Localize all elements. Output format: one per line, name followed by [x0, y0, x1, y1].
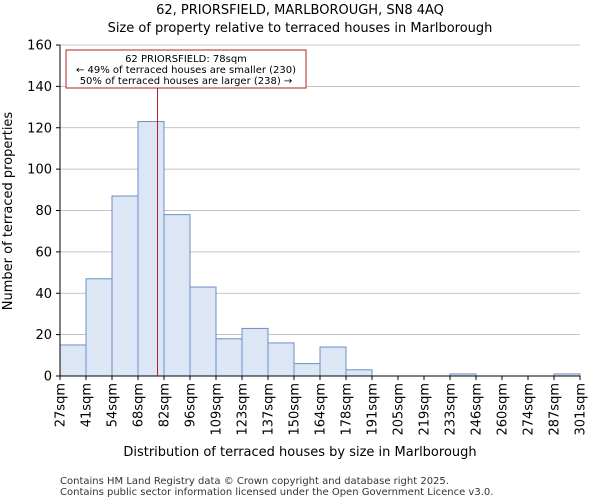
y-tick-label: 80: [35, 204, 52, 219]
x-tick-label: 123sqm: [236, 383, 251, 436]
x-tick-label: 82sqm: [158, 383, 173, 427]
bar: [215, 338, 243, 377]
footer-line-1: Contains HM Land Registry data © Crown c…: [60, 476, 449, 487]
x-tick-label: 109sqm: [210, 383, 225, 436]
annotation-frame: [65, 49, 307, 89]
x-tick-label: 219sqm: [418, 383, 433, 436]
bar: [59, 344, 87, 377]
chart-subtitle: Size of property relative to terraced ho…: [108, 21, 493, 36]
x-tick-label: 233sqm: [444, 383, 459, 436]
x-tick-label: 27sqm: [54, 383, 69, 427]
bar: [241, 327, 269, 377]
footer-line-2: Contains public sector information licen…: [60, 487, 493, 498]
annotation-line-3: 50% of terraced houses are larger (238) …: [80, 76, 293, 87]
bar: [267, 342, 295, 377]
y-tick-label: 60: [35, 245, 52, 260]
bar: [85, 278, 113, 377]
x-tick-label: 54sqm: [106, 383, 121, 427]
bar: [345, 369, 373, 377]
bar: [319, 346, 347, 377]
x-tick-label: 41sqm: [80, 383, 95, 427]
y-tick-label: 100: [27, 163, 52, 178]
y-tick-label: 0: [44, 370, 52, 385]
bar: [189, 286, 217, 377]
x-tick-label: 178sqm: [340, 383, 355, 436]
x-tick-label: 96sqm: [184, 383, 199, 427]
x-tick-label: 246sqm: [470, 383, 485, 436]
x-tick-label: 205sqm: [392, 383, 407, 436]
y-tick-label: 120: [27, 121, 52, 136]
annotation-box: 62 PRIORSFIELD: 78sqm ← 49% of terraced …: [65, 49, 307, 89]
y-ticks: 0 20 40 60 80 100 120 140 160: [27, 39, 60, 385]
x-tick-label: 301sqm: [574, 383, 589, 436]
annotation-line-2: ← 49% of terraced houses are smaller (23…: [76, 65, 296, 76]
chart-title: 62, PRIORSFIELD, MARLBOROUGH, SN8 4AQ: [156, 3, 444, 18]
bar: [163, 214, 191, 377]
x-axis-label: Distribution of terraced houses by size …: [123, 445, 476, 460]
x-tick-label: 164sqm: [314, 383, 329, 436]
y-tick-label: 20: [35, 328, 52, 343]
y-tick-label: 160: [27, 39, 52, 54]
x-tick-label: 150sqm: [288, 383, 303, 436]
bars: [59, 121, 581, 377]
x-tick-label: 287sqm: [548, 383, 563, 436]
x-tick-label: 260sqm: [496, 383, 511, 436]
bar: [293, 363, 321, 377]
y-axis-label: Number of terraced properties: [1, 112, 16, 311]
bar: [137, 121, 165, 377]
x-tick-label: 137sqm: [262, 383, 277, 436]
annotation-line-1: 62 PRIORSFIELD: 78sqm: [125, 54, 247, 65]
y-tick-label: 140: [27, 80, 52, 95]
x-tick-label: 274sqm: [522, 383, 537, 436]
x-ticks: 27sqm 41sqm 54sqm 68sqm 82sqm 96sqm 109sqm 123s…: [54, 376, 589, 436]
x-tick-label: 68sqm: [132, 383, 147, 427]
bar: [111, 195, 139, 377]
y-tick-label: 40: [35, 287, 52, 302]
x-tick-label: 191sqm: [366, 383, 381, 436]
